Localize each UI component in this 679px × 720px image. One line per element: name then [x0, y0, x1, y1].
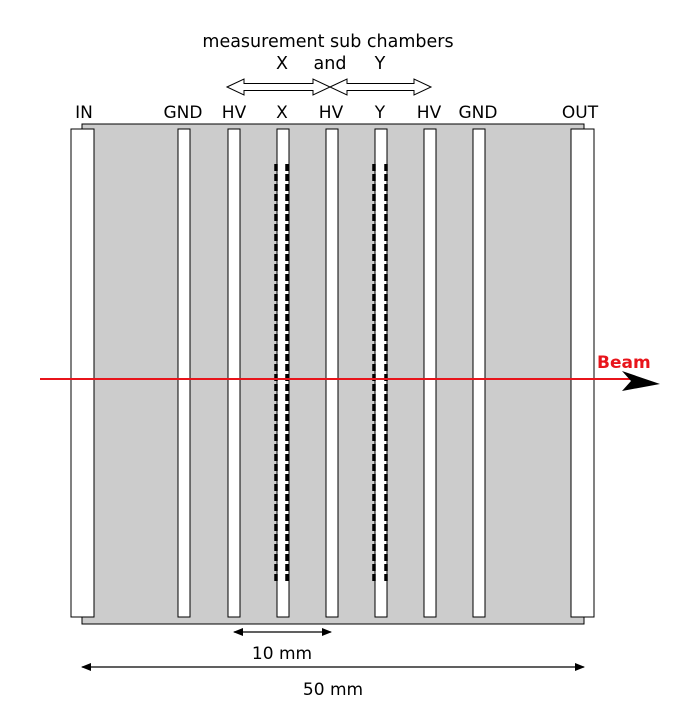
electrode-out [570, 128, 595, 618]
dimension-label-10mm: 10 mm [252, 644, 312, 664]
header-title: measurement sub chambers [202, 32, 453, 52]
electrode-hv-right [423, 128, 437, 618]
electrode-label-gnd-left: GND [164, 103, 203, 123]
electrode-label-gnd-right: GND [459, 103, 498, 123]
header-x-label: X [276, 54, 288, 74]
electrode-hv-left [227, 128, 241, 618]
electrode-y [374, 128, 388, 618]
beam-arrowhead-icon [622, 371, 660, 391]
beam-label: Beam [597, 353, 651, 373]
electrode-label-in: IN [75, 103, 93, 123]
double-arrow-y-icon [328, 78, 433, 96]
double-arrow-x-icon [225, 78, 332, 96]
electrode-gnd-left [177, 128, 191, 618]
electrode-label-hv-left: HV [222, 103, 247, 123]
electrode-hv-middle [325, 128, 339, 618]
readout-strips-x [274, 164, 289, 584]
electrode-gnd-right [472, 128, 486, 618]
electrode-label-hv-middle: HV [319, 103, 344, 123]
electrode-x [276, 128, 290, 618]
readout-strips-y [372, 164, 388, 584]
electrode-label-x: X [276, 103, 288, 123]
electrode-label-y: Y [374, 103, 386, 123]
electrode-label-hv-right: HV [417, 103, 442, 123]
dimension-label-50mm: 50 mm [303, 680, 363, 700]
header-y-label: Y [374, 54, 386, 74]
electrode-label-out: OUT [562, 103, 599, 123]
electrode-in [70, 128, 95, 618]
header-and-label: and [314, 54, 347, 74]
